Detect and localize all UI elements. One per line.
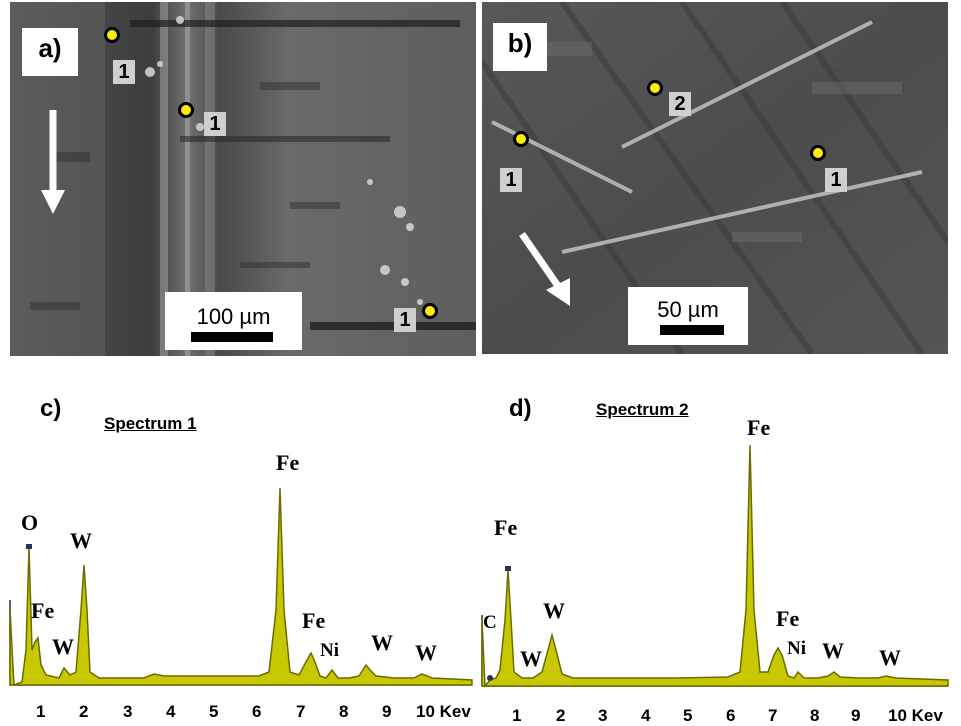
spectrum-1-plot <box>9 487 473 687</box>
peak-label: W <box>543 598 565 623</box>
spectrum-1-curve <box>9 487 473 687</box>
peak-label: O <box>21 510 39 535</box>
peak-label: Ni <box>320 640 339 661</box>
scale-bar-a <box>191 332 273 342</box>
peak-label: Fe <box>31 598 55 623</box>
panel-b-label: b) <box>493 23 547 71</box>
axis-tick: 9 <box>851 706 861 725</box>
marker-label: 1 <box>500 168 522 192</box>
peak-label: W <box>371 630 393 655</box>
peak-label: Fe <box>276 450 300 475</box>
marker-dot <box>178 102 194 118</box>
marker-dot <box>422 303 438 319</box>
axis-tick: 2 <box>556 706 566 725</box>
panel-c-label: c) <box>40 395 62 422</box>
arrow-down-right-icon <box>519 232 570 306</box>
peak-label: W <box>822 638 844 663</box>
peak-label: Fe <box>302 608 326 633</box>
marker-dot <box>513 131 529 147</box>
marker-dot <box>647 80 663 96</box>
spectrum-1-title: Spectrum 1 <box>104 414 197 433</box>
marker-label: 1 <box>394 308 416 332</box>
marker-label: 1 <box>113 60 135 84</box>
peak-label: Ni <box>787 638 806 659</box>
axis-tick: 8 <box>339 702 349 721</box>
scale-bar-b <box>660 325 724 335</box>
spectrum-2-plot <box>481 444 949 688</box>
peak-label: Fe <box>776 606 800 631</box>
axis-tick: 10 Kev <box>416 702 471 721</box>
panel-a-label: a) <box>22 28 78 76</box>
marker-label: 2 <box>669 92 691 116</box>
scale-bar-box-b: 50 µm <box>628 287 748 345</box>
axis-tick: 5 <box>209 702 219 721</box>
scale-bar-box-a: 100 µm <box>165 292 302 350</box>
peak-label: C <box>483 612 497 633</box>
peak-label: W <box>52 634 74 659</box>
arrow-down-icon <box>41 110 65 214</box>
peak-label: W <box>415 640 437 665</box>
marker-label: 1 <box>204 112 226 136</box>
axis-tick: 3 <box>598 706 608 725</box>
panel-d-label: d) <box>509 395 532 422</box>
marker-dot <box>104 27 120 43</box>
axis-tick: 10 Kev <box>888 706 943 725</box>
axis-tick: 5 <box>683 706 693 725</box>
peak-label: W <box>520 646 542 671</box>
scale-label-b: 50 µm <box>657 297 719 322</box>
axis-tick: 4 <box>166 702 176 721</box>
axis-tick: 9 <box>382 702 392 721</box>
axis-tick: 2 <box>79 702 89 721</box>
axis-tick: 6 <box>252 702 262 721</box>
marker-label: 1 <box>825 168 847 192</box>
axis-tick: 6 <box>726 706 736 725</box>
axis-tick: 3 <box>123 702 133 721</box>
marker-dot <box>810 145 826 161</box>
peak-label: Fe <box>747 415 771 440</box>
axis-tick: 7 <box>768 706 778 725</box>
axis-tick: 1 <box>36 702 46 721</box>
peak-label: Fe <box>494 515 518 540</box>
axis-tick: 8 <box>810 706 820 725</box>
axis-tick: 7 <box>296 702 306 721</box>
scale-label-a: 100 µm <box>196 304 271 329</box>
spectrum-2-title: Spectrum 2 <box>596 400 689 419</box>
peak-label: W <box>879 645 901 670</box>
axis-tick: 1 <box>512 706 522 725</box>
axis-tick: 4 <box>641 706 651 725</box>
spectrum-2-curve <box>481 444 949 688</box>
peak-label: W <box>70 528 92 553</box>
